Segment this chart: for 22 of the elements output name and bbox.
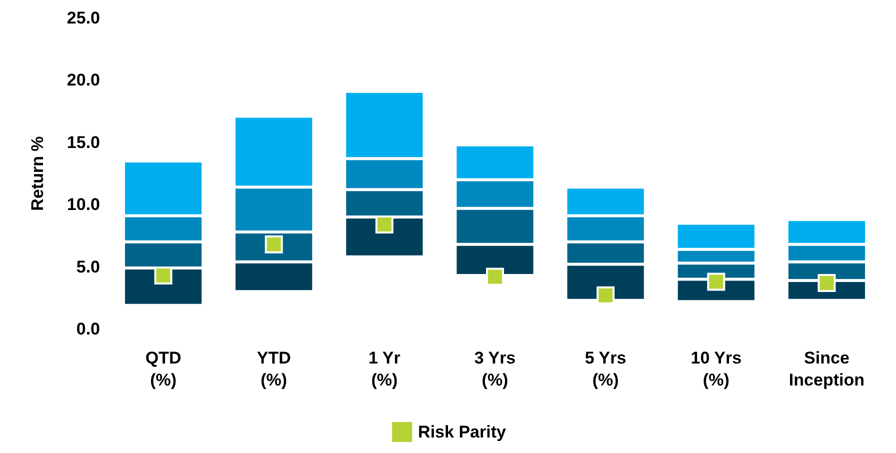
point: [264, 235, 283, 254]
x-tick-label: 5 Yrs (%): [584, 348, 626, 390]
y-tick-label: 20.0: [66, 70, 100, 90]
y-tick-label: 25.0: [66, 8, 100, 28]
legend-label: Risk Parity: [418, 422, 506, 442]
point: [596, 286, 615, 304]
point: [375, 216, 394, 234]
x-tick-label: Since Inception: [788, 348, 864, 390]
y-axis-title: Return %: [28, 136, 47, 211]
x-tick-label: 1 Yr (%): [368, 348, 401, 390]
point: [486, 268, 504, 286]
y-tick-label: 5.0: [76, 257, 100, 276]
point: [818, 274, 836, 292]
x-tick-label: 10 Yrs (%): [690, 348, 742, 390]
y-tick-label: 15.0: [66, 132, 100, 152]
y-tick-label: 0.0: [76, 320, 100, 338]
x-tick-label: YTD (%): [256, 348, 291, 390]
point: [154, 266, 172, 285]
x-tick-label: QTD (%): [145, 348, 182, 390]
x-tick-label: 3 Yrs (%): [474, 348, 516, 390]
y-tick-label: 10.0: [66, 195, 100, 214]
point: [707, 272, 726, 291]
